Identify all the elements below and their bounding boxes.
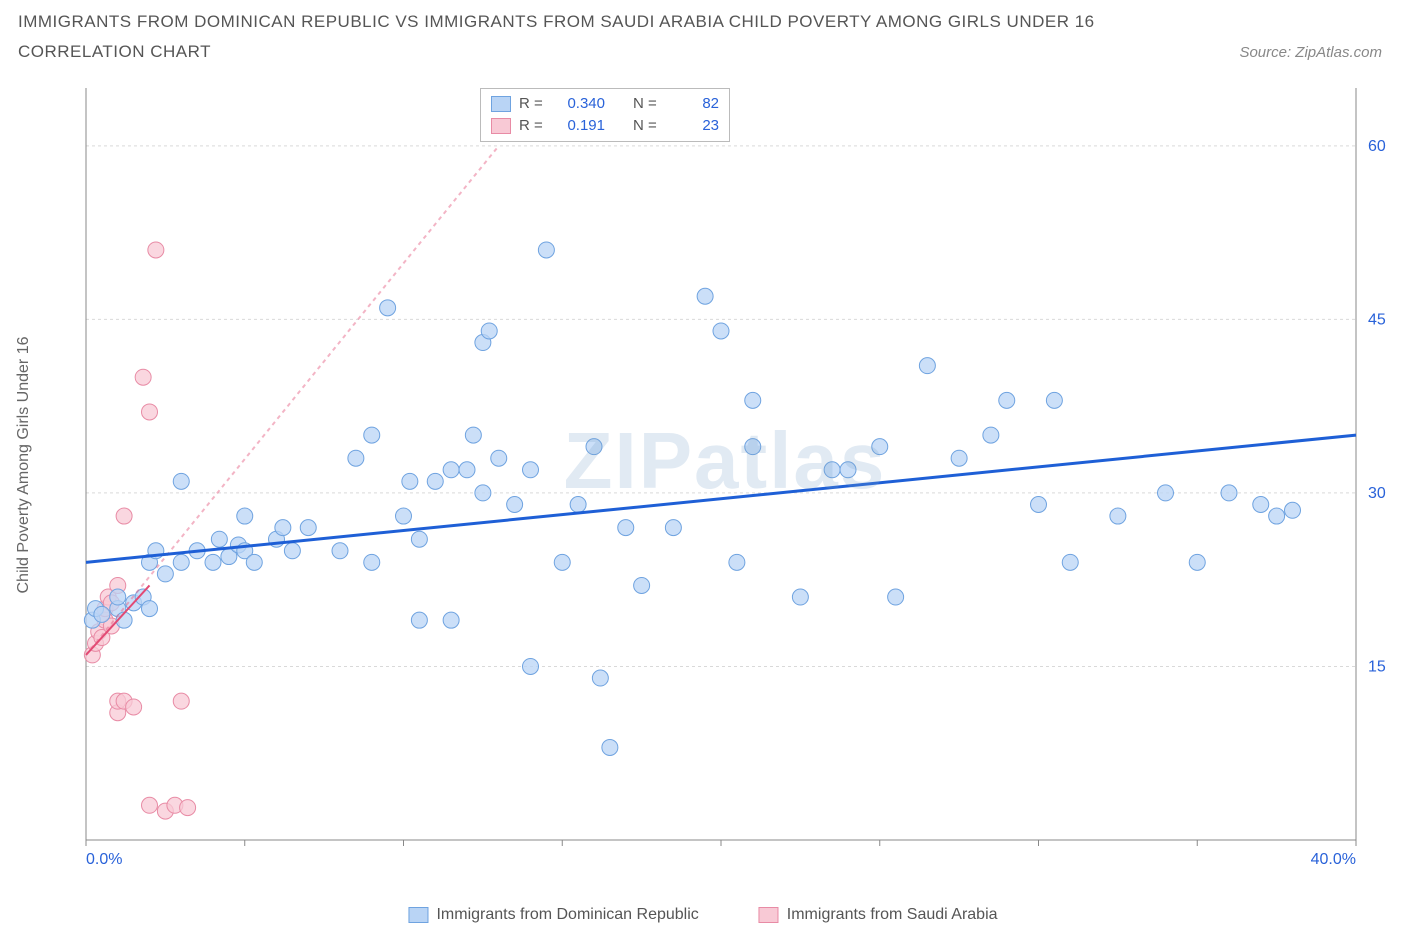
- legend-row: R = 0.191 N = 23: [491, 115, 719, 137]
- legend-label: Immigrants from Saudi Arabia: [787, 906, 998, 924]
- n-value: 82: [669, 93, 719, 115]
- r-label: R =: [519, 115, 547, 137]
- svg-text:40.0%: 40.0%: [1311, 851, 1356, 868]
- scatter-chart: 15.0%30.0%45.0%60.0%0.0%40.0% ZIPatlas: [64, 82, 1386, 872]
- swatch-saudi: [491, 118, 511, 134]
- source-attribution: Source: ZipAtlas.com: [1239, 44, 1382, 61]
- svg-text:15.0%: 15.0%: [1368, 658, 1386, 675]
- swatch-dominican: [491, 96, 511, 112]
- r-value: 0.340: [555, 93, 605, 115]
- legend-item-saudi: Immigrants from Saudi Arabia: [759, 906, 998, 924]
- bottom-legend: Immigrants from Dominican Republic Immig…: [408, 906, 997, 924]
- n-label: N =: [633, 115, 661, 137]
- svg-text:60.0%: 60.0%: [1368, 138, 1386, 155]
- svg-text:30.0%: 30.0%: [1368, 485, 1386, 502]
- title-block: IMMIGRANTS FROM DOMINICAN REPUBLIC VS IM…: [0, 0, 1406, 62]
- r-value: 0.191: [555, 115, 605, 137]
- stats-legend: R = 0.340 N = 82 R = 0.191 N = 23: [480, 88, 730, 142]
- swatch-dominican: [408, 907, 428, 923]
- n-label: N =: [633, 93, 661, 115]
- r-label: R =: [519, 93, 547, 115]
- swatch-saudi: [759, 907, 779, 923]
- n-value: 23: [669, 115, 719, 137]
- chart-svg: 15.0% 30.0% 45.0% 60.0% 0.0% 40.0%: [64, 82, 1386, 872]
- legend-label: Immigrants from Dominican Republic: [436, 906, 698, 924]
- svg-text:0.0%: 0.0%: [86, 851, 122, 868]
- y-axis-label: Child Poverty Among Girls Under 16: [15, 337, 33, 594]
- svg-text:45.0%: 45.0%: [1368, 311, 1386, 328]
- legend-row: R = 0.340 N = 82: [491, 93, 719, 115]
- legend-item-dominican: Immigrants from Dominican Republic: [408, 906, 698, 924]
- title-line-2: CORRELATION CHART: [18, 42, 1388, 62]
- title-line-1: IMMIGRANTS FROM DOMINICAN REPUBLIC VS IM…: [18, 12, 1388, 32]
